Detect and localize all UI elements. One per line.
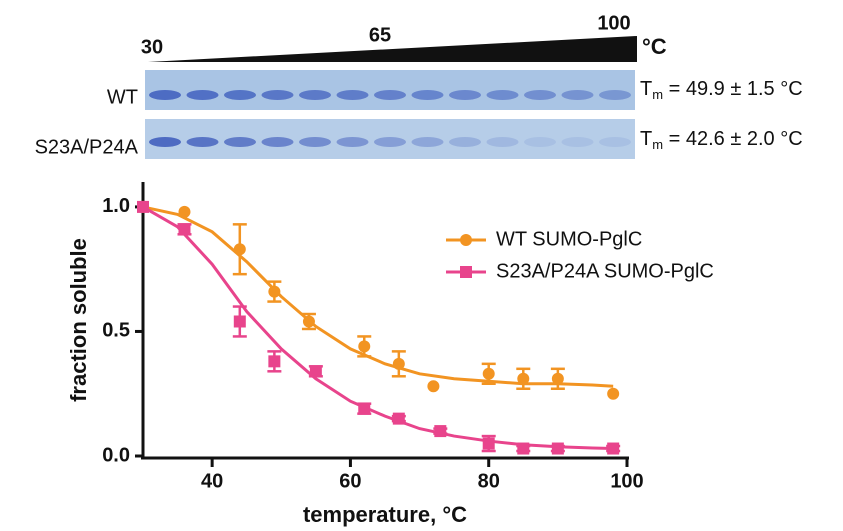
gel-band [412,90,444,100]
tm-subscript: m [652,87,663,102]
point [483,438,495,450]
x-tick-label: 40 [201,470,223,492]
gel-band [562,137,594,147]
point [178,206,190,218]
figure: 30 65 100 °C WT S23A/P24A Tm = 49.9 ± 1.… [0,0,843,531]
x-tick-label: 100 [610,470,643,492]
gel-band [524,137,556,147]
gel-band [337,137,369,147]
point [483,368,495,380]
gel-band [599,90,631,100]
gel-band [449,137,481,147]
tm-text: = 42.6 ± 2.0 °C [663,128,803,150]
lane-label: WT [107,86,138,108]
x-axis-label: temperature, °C [303,502,467,527]
gel-band [487,137,519,147]
point [178,223,190,235]
point [607,443,619,455]
point [234,315,246,327]
legend-label: WT SUMO-PglC [496,228,642,250]
point [393,358,405,370]
point [427,380,439,392]
y-tick-label: 1.0 [102,195,130,217]
point [137,201,149,213]
gel-band [224,137,256,147]
gel-band [487,90,519,100]
x-tick-label: 80 [478,470,500,492]
gel-band [449,90,481,100]
lane-label: S23A/P24A [35,136,139,158]
point [552,373,564,385]
x-tick-label: 60 [339,470,361,492]
gel-band [374,90,406,100]
y-axis-label: fraction soluble [66,238,91,402]
gel-band [149,137,181,147]
gel-band [262,90,294,100]
gel-band [262,137,294,147]
y-tick-label: 0.5 [102,320,130,342]
gradient-label: 100 [597,12,630,34]
tm-subscript: m [652,137,663,152]
point [607,388,619,400]
point [310,365,322,377]
legend-marker [460,266,472,278]
tm-symbol: T [640,78,652,100]
point [517,373,529,385]
gradient-label: 30 [141,36,163,58]
tm-label: Tm = 49.9 ± 1.5 °C [640,78,803,102]
point [358,340,370,352]
gel-band [299,137,331,147]
gradient-triangle [148,36,637,62]
page: 30 65 100 °C WT S23A/P24A Tm = 49.9 ± 1.… [0,0,843,531]
gel-band [562,90,594,100]
gel-band [599,137,631,147]
gradient-label: 65 [369,24,391,46]
gel-band [412,137,444,147]
point [393,413,405,425]
point [434,425,446,437]
legend-label: S23A/P24A SUMO-PglC [496,260,714,282]
tm-label: Tm = 42.6 ± 2.0 °C [640,128,803,152]
y-tick-label: 0.0 [102,444,130,466]
gel-band [524,90,556,100]
legend-marker [460,234,472,246]
gel-band [224,90,256,100]
point [234,243,246,255]
gel-band [299,90,331,100]
gel-band [187,137,219,147]
point [268,286,280,298]
gel-band [374,137,406,147]
unit-label: °C [642,34,667,59]
point [268,355,280,367]
point [517,443,529,455]
point [358,403,370,415]
gel-band [149,90,181,100]
tm-text: = 49.9 ± 1.5 °C [663,78,803,100]
point [303,315,315,327]
gel-band [187,90,219,100]
tm-symbol: T [640,128,652,150]
point [552,443,564,455]
gel-band [337,90,369,100]
